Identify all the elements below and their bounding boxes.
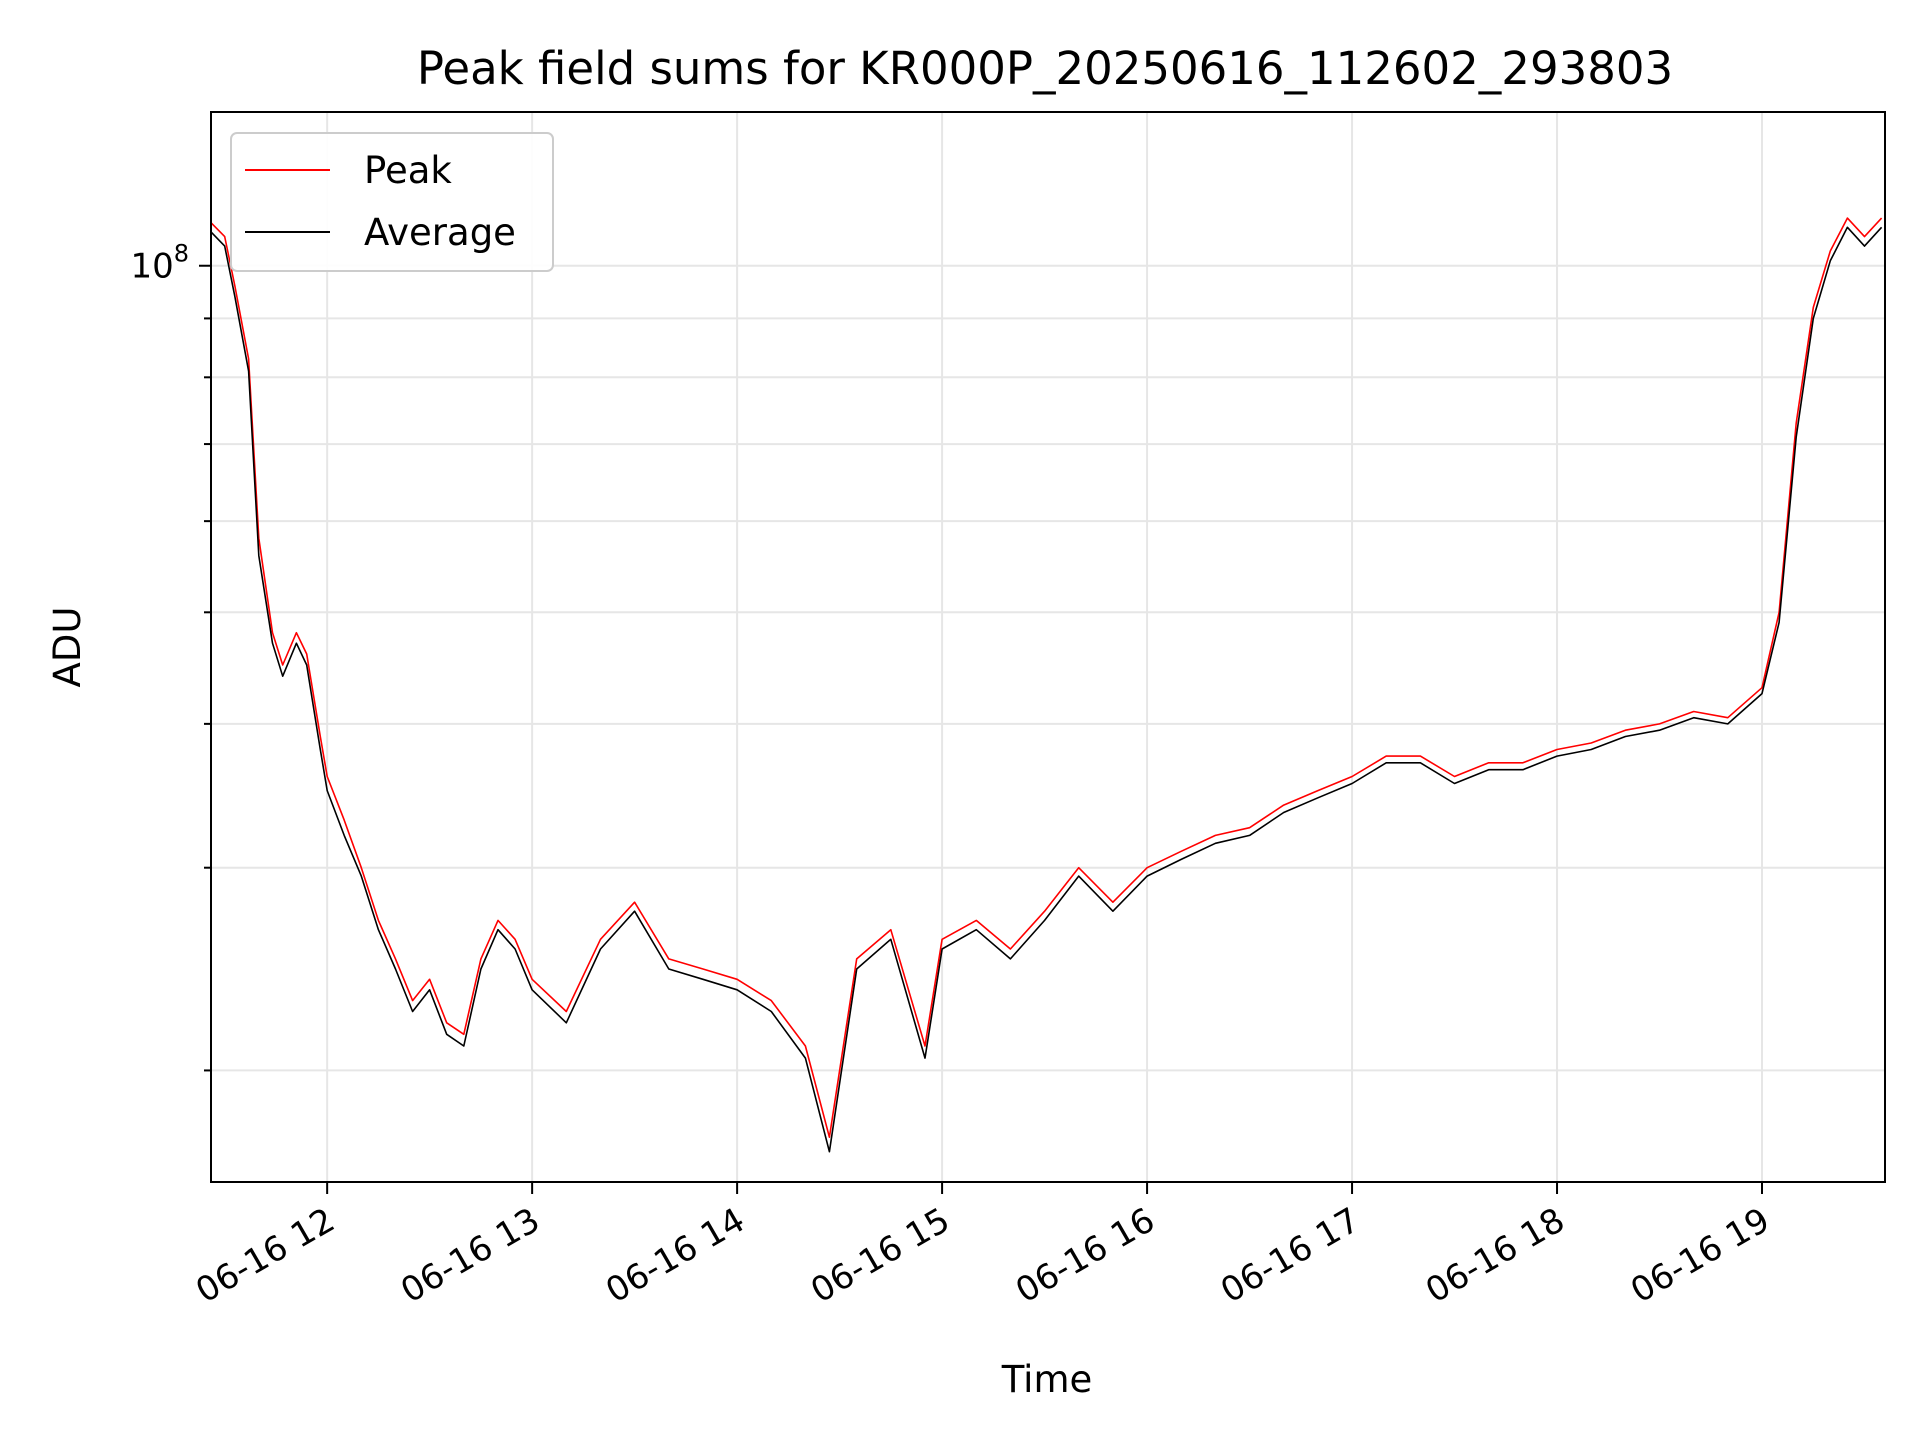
series-line-peak [210,217,1883,1138]
plot-frame [210,111,1886,1183]
legend-average-label: Average [364,211,516,254]
legend: Peak Average [230,132,554,272]
series-line-average [210,226,1883,1153]
legend-box [230,132,554,272]
y-axis-label: ADU [46,607,89,688]
y-tick-label: 108 [130,240,189,287]
chart-title: Peak field sums for KR000P_20250616_1126… [417,42,1673,95]
legend-peak-label: Peak [364,149,452,192]
series-layer [210,217,1883,1153]
x-axis-label: Time [1001,1358,1093,1401]
grid-lines [211,112,1885,1182]
y-axis-ticks: 108 [130,240,211,1072]
